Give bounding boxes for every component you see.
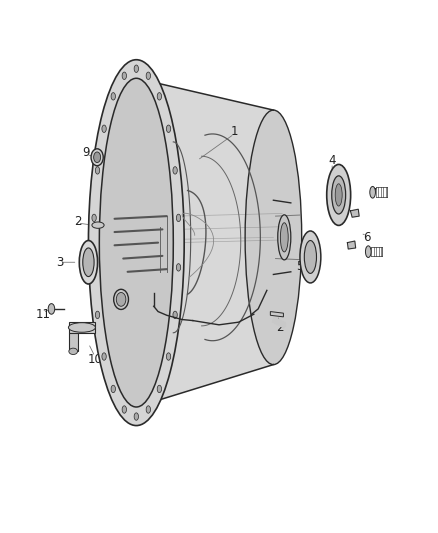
Ellipse shape	[134, 413, 138, 420]
Polygon shape	[347, 241, 356, 249]
Text: 2: 2	[276, 321, 284, 334]
Text: 10: 10	[88, 353, 102, 366]
Ellipse shape	[370, 187, 375, 198]
Ellipse shape	[92, 214, 96, 222]
Ellipse shape	[83, 248, 94, 277]
Text: 4: 4	[328, 154, 336, 167]
Ellipse shape	[95, 167, 100, 174]
Text: 8: 8	[95, 298, 103, 311]
Ellipse shape	[88, 60, 184, 425]
Ellipse shape	[114, 289, 128, 310]
Ellipse shape	[102, 353, 106, 360]
Text: 9: 9	[82, 146, 90, 159]
Ellipse shape	[280, 223, 288, 252]
Ellipse shape	[111, 93, 116, 100]
Text: 3: 3	[57, 256, 64, 269]
Ellipse shape	[365, 246, 371, 257]
Ellipse shape	[327, 165, 351, 225]
Ellipse shape	[94, 152, 101, 163]
Ellipse shape	[166, 125, 171, 133]
Ellipse shape	[99, 78, 173, 407]
Ellipse shape	[95, 311, 100, 319]
Ellipse shape	[111, 385, 116, 393]
Ellipse shape	[157, 93, 162, 100]
Ellipse shape	[157, 385, 162, 393]
Text: 6: 6	[363, 231, 371, 244]
Text: 1: 1	[230, 125, 238, 138]
Text: 2: 2	[74, 215, 81, 228]
Ellipse shape	[335, 184, 342, 206]
Polygon shape	[270, 312, 283, 317]
Ellipse shape	[245, 110, 302, 365]
Ellipse shape	[300, 231, 321, 283]
Ellipse shape	[116, 293, 126, 306]
Ellipse shape	[278, 215, 291, 260]
Ellipse shape	[304, 240, 317, 273]
Ellipse shape	[146, 72, 151, 79]
Ellipse shape	[69, 348, 78, 354]
Ellipse shape	[332, 176, 346, 214]
Ellipse shape	[134, 65, 138, 72]
Text: 7: 7	[365, 247, 373, 260]
Polygon shape	[350, 209, 359, 217]
Ellipse shape	[92, 222, 104, 228]
Ellipse shape	[177, 214, 181, 222]
Ellipse shape	[91, 149, 103, 166]
Ellipse shape	[177, 264, 181, 271]
Ellipse shape	[166, 353, 171, 360]
Ellipse shape	[68, 322, 95, 332]
Ellipse shape	[92, 264, 96, 271]
Text: 11: 11	[35, 308, 50, 321]
FancyArrow shape	[272, 317, 286, 328]
Ellipse shape	[102, 125, 106, 133]
Ellipse shape	[173, 311, 177, 319]
Ellipse shape	[173, 167, 177, 174]
Text: 7: 7	[370, 187, 377, 200]
Ellipse shape	[146, 406, 151, 413]
Text: 5: 5	[296, 260, 303, 273]
Polygon shape	[136, 78, 273, 407]
Polygon shape	[69, 333, 78, 351]
Ellipse shape	[48, 304, 55, 314]
Ellipse shape	[122, 72, 127, 79]
Polygon shape	[69, 322, 95, 333]
Ellipse shape	[79, 240, 98, 284]
Ellipse shape	[122, 406, 127, 413]
